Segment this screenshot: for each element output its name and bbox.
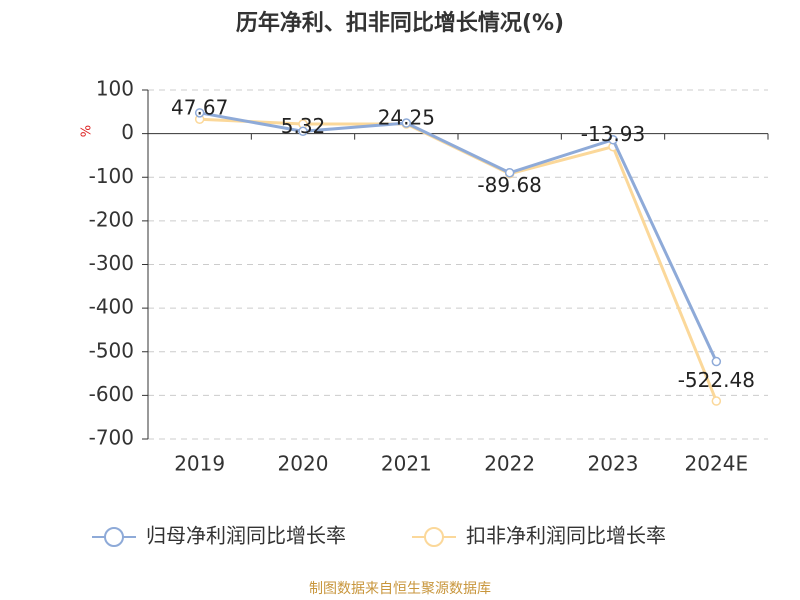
source-note: 制图数据来自恒生聚源数据库 [309,581,491,597]
series-line [199,111,718,363]
point [194,108,205,118]
y-tick-label: -300 [89,251,134,275]
series-line [199,117,718,402]
y-tick-label: -100 [89,164,134,188]
data-label: 5.32 [281,114,326,138]
point [608,134,618,145]
data-label: 47.67 [171,95,228,119]
point [401,118,412,128]
data-label: -13.93 [581,122,645,146]
y-tick-label: -600 [89,382,134,406]
y-tick-label: -400 [89,295,134,319]
point [711,356,722,367]
x-tick-label: 2022 [484,452,535,476]
y-tick-label: -500 [89,338,134,362]
x-tick-label: 2019 [174,452,225,476]
legend-marker [424,527,444,547]
data-label: -522.48 [678,368,755,392]
data-label: -89.68 [477,173,541,197]
y-tick-label: 100 [96,77,134,101]
x-tick-label: 2024E [685,452,749,476]
x-tick-label: 2020 [278,452,329,476]
y-axis-label: % [80,125,95,137]
x-tick-label: 2023 [588,452,639,476]
data-label: 24.25 [378,106,435,130]
y-tick-label: -700 [89,426,134,450]
legend-label: 扣非净利润同比增长率 [466,524,666,548]
point [504,167,515,178]
y-tick-label: -200 [89,207,134,231]
x-tick-label: 2021 [381,452,432,476]
legend-label: 归母净利润同比增长率 [146,524,346,548]
chart-title: 历年净利、扣非同比增长情况(%) [236,10,564,36]
y-tick-label: 0 [121,120,134,144]
point [711,396,722,406]
legend-marker [104,527,124,547]
point [298,126,308,137]
